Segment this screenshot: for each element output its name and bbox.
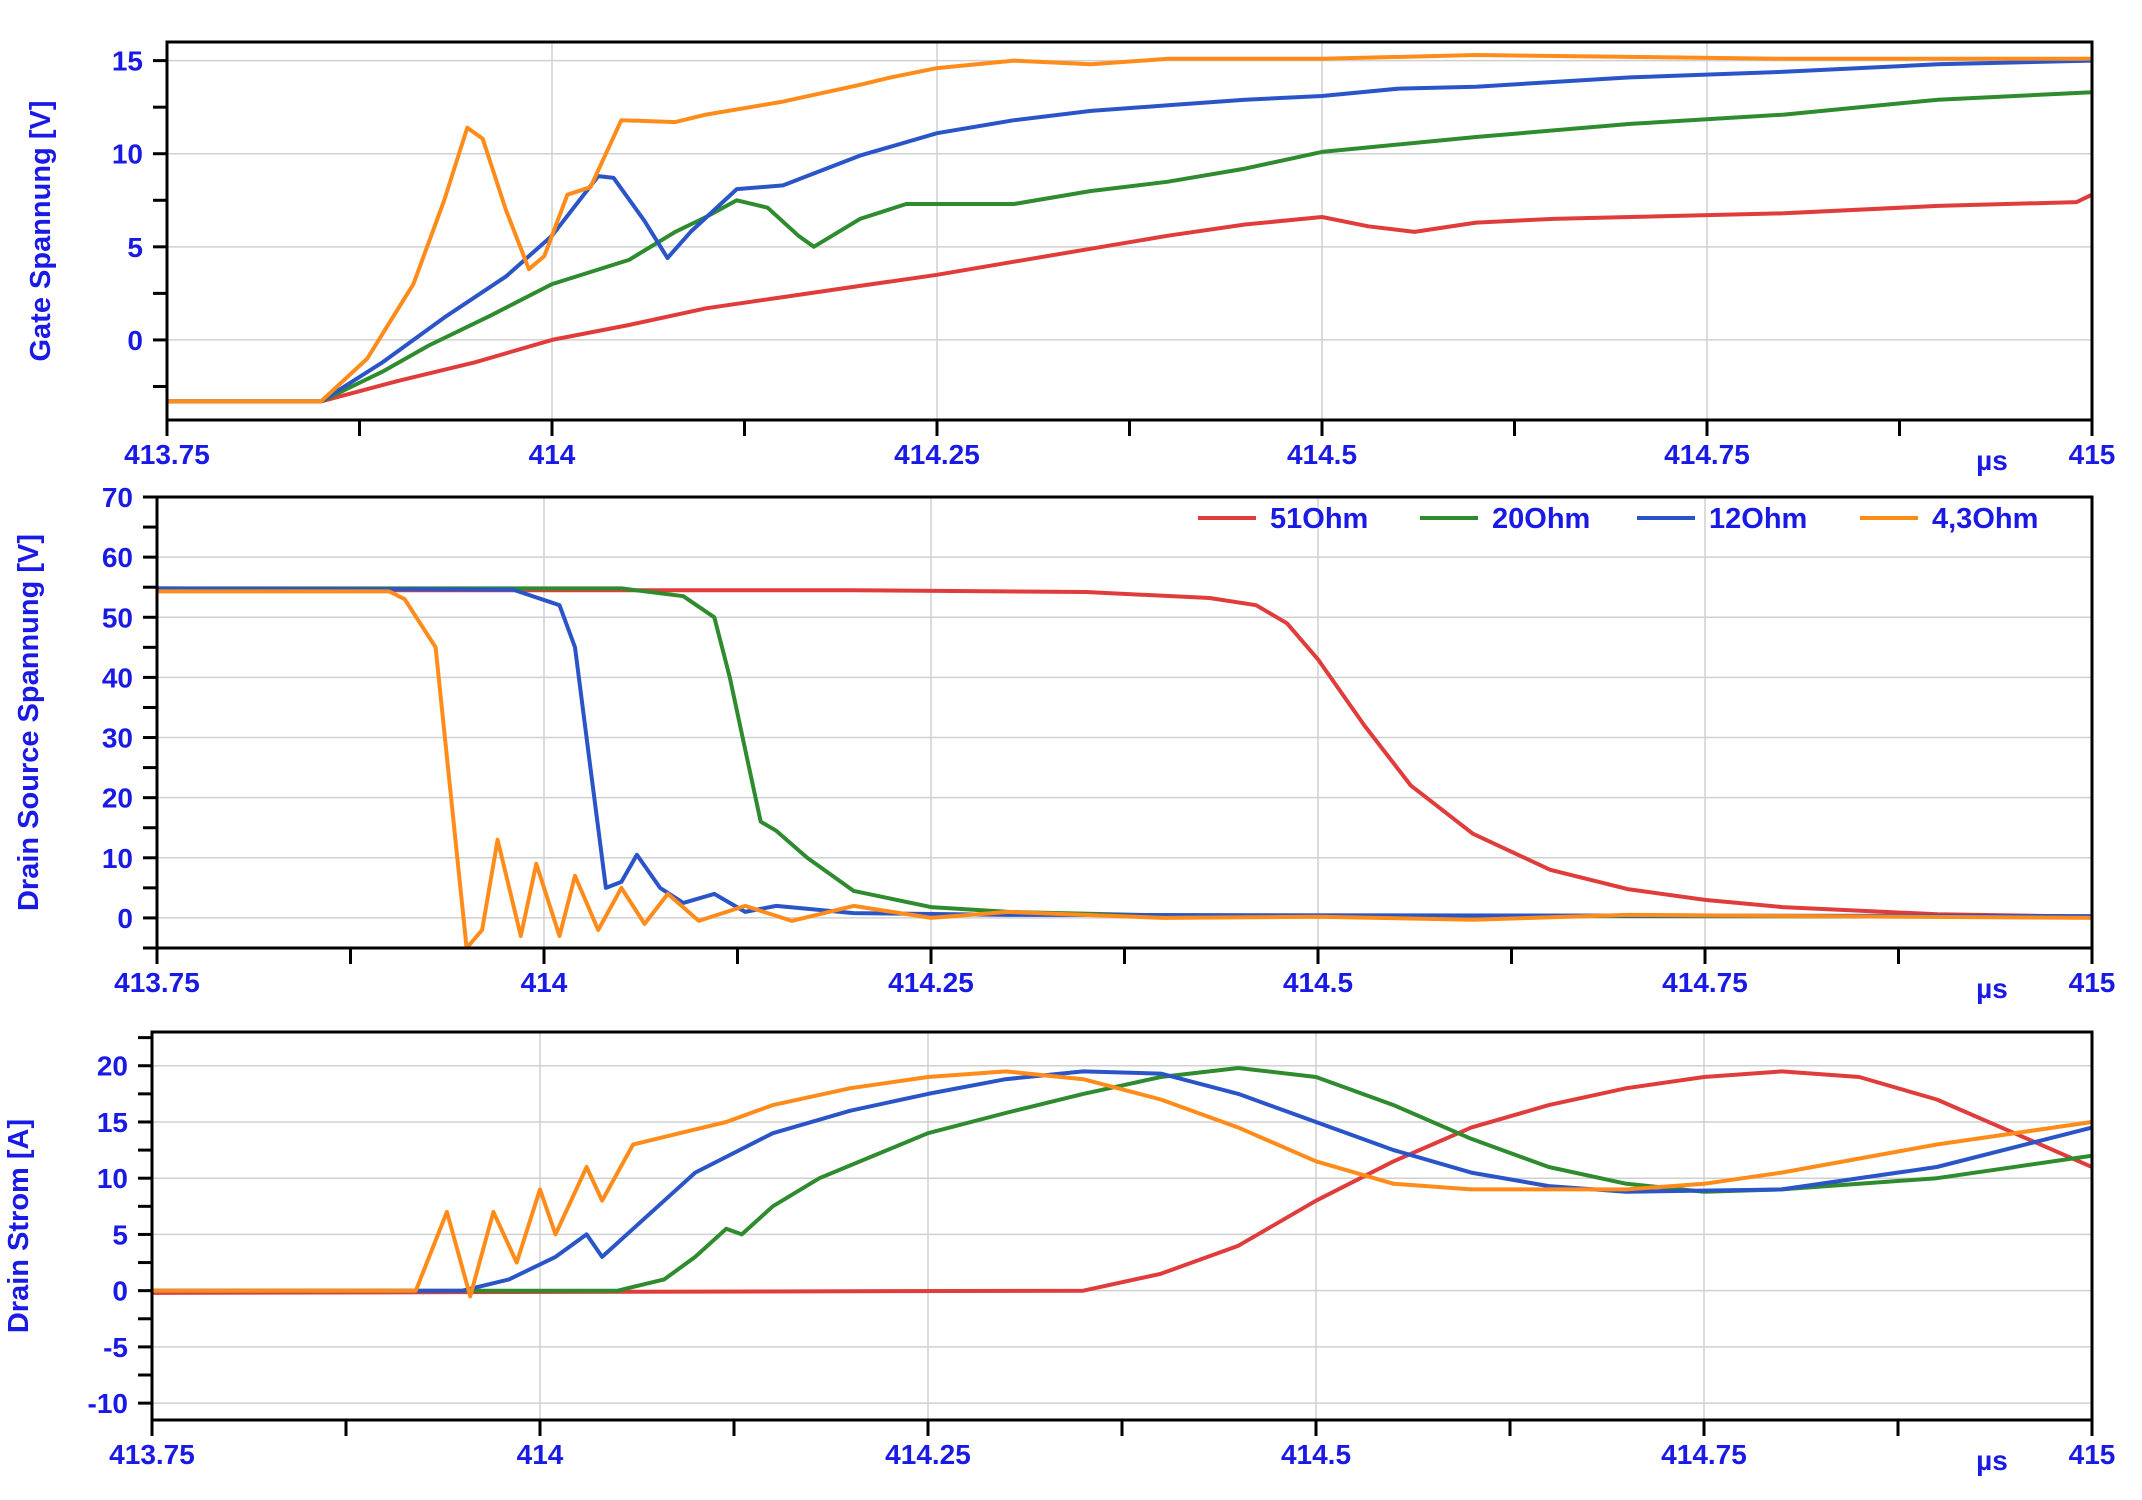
x-tick-label: 414.5	[1283, 967, 1353, 998]
x-tick-label: 414.25	[894, 439, 980, 470]
x-tick-label: 413.75	[109, 1439, 195, 1470]
y-tick-label: 10	[102, 843, 133, 874]
y-tick-label: 10	[112, 139, 143, 170]
y-tick-label: 0	[117, 903, 133, 934]
series-line-4-3Ohm	[152, 1069, 2092, 1299]
plot-frame	[150, 1030, 2094, 1422]
panel-2: 413.75 414 414.25 414.5 414.75 415 µs 0 10 20 30 40…	[13, 482, 2115, 1004]
series-line-12Ohm	[157, 586, 2092, 919]
series-line-20Ohm	[167, 90, 2092, 404]
x-tick-label: 414	[521, 967, 568, 998]
y-axis-title: Drain Strom [A]	[3, 1119, 35, 1333]
panel-3: 413.75 414 414.25 414.5 414.75 415 µs -10 -5 0 5 10…	[3, 1030, 2116, 1476]
y-tick-label: 15	[97, 1107, 128, 1138]
y-tick-label: 10	[97, 1163, 128, 1194]
x-tick-label: 414.25	[888, 967, 974, 998]
plot-frame	[155, 495, 2094, 950]
x-tick-label: 413.75	[114, 967, 200, 998]
plot-frame	[165, 40, 2094, 422]
series-line-20Ohm	[152, 1066, 2092, 1293]
x-tick-label: 414	[517, 1439, 564, 1470]
y-tick-label: 5	[112, 1219, 128, 1250]
y-tick-label: 60	[102, 542, 133, 573]
series-line-12Ohm	[167, 58, 2092, 404]
legend: 51Ohm 20Ohm 12Ohm 4,3Ohm	[1198, 503, 2038, 535]
y-tick-label: -10	[88, 1388, 128, 1419]
y-tick-label: 40	[102, 662, 133, 693]
x-tick-label: 413.75	[124, 439, 210, 470]
legend-label: 20Ohm	[1492, 503, 1590, 535]
x-tick-label: 414.5	[1281, 1439, 1351, 1470]
x-tick-label: 414	[529, 439, 576, 470]
x-tick-label: 414.75	[1661, 1439, 1747, 1470]
series-line-51Ohm	[167, 192, 2092, 404]
x-unit-label: µs	[1976, 445, 2008, 476]
y-tick-label: 15	[112, 46, 143, 77]
panel-1: 413.75 414 414.25 414.5 414.75 415 µs 0 5 10 15 Gat…	[25, 40, 2116, 476]
x-tick-label: 415	[2069, 1439, 2116, 1470]
series-line-12Ohm	[152, 1069, 2092, 1293]
x-tick-label: 414.75	[1664, 439, 1750, 470]
y-axis-title: Gate Spannung [V]	[25, 101, 57, 362]
y-tick-label: 5	[127, 232, 143, 263]
legend-label: 51Ohm	[1270, 503, 1368, 535]
series-line-4-3Ohm	[167, 53, 2092, 404]
y-tick-label: 30	[102, 723, 133, 754]
series-line-4-3Ohm	[157, 589, 2092, 948]
legend-label: 4,3Ohm	[1932, 503, 2038, 535]
legend-label: 12Ohm	[1709, 503, 1807, 535]
x-unit-label: µs	[1976, 1445, 2008, 1476]
y-tick-label: 0	[127, 325, 143, 356]
x-tick-label: 414.75	[1662, 967, 1748, 998]
y-tick-label: 0	[112, 1276, 128, 1307]
y-axis-title: Drain Source Spannung [V]	[13, 534, 45, 911]
y-tick-label: 50	[102, 602, 133, 633]
x-tick-label: 414.5	[1287, 439, 1357, 470]
x-tick-label: 415	[2069, 439, 2116, 470]
x-tick-label: 414.25	[885, 1439, 971, 1470]
y-tick-label: -5	[103, 1332, 128, 1363]
x-unit-label: µs	[1976, 973, 2008, 1004]
y-tick-label: 20	[102, 783, 133, 814]
y-tick-label: 70	[102, 482, 133, 513]
series-line-51Ohm	[152, 1069, 2092, 1295]
series-line-51Ohm	[157, 588, 2092, 919]
x-tick-label: 415	[2069, 967, 2116, 998]
y-tick-label: 20	[97, 1051, 128, 1082]
